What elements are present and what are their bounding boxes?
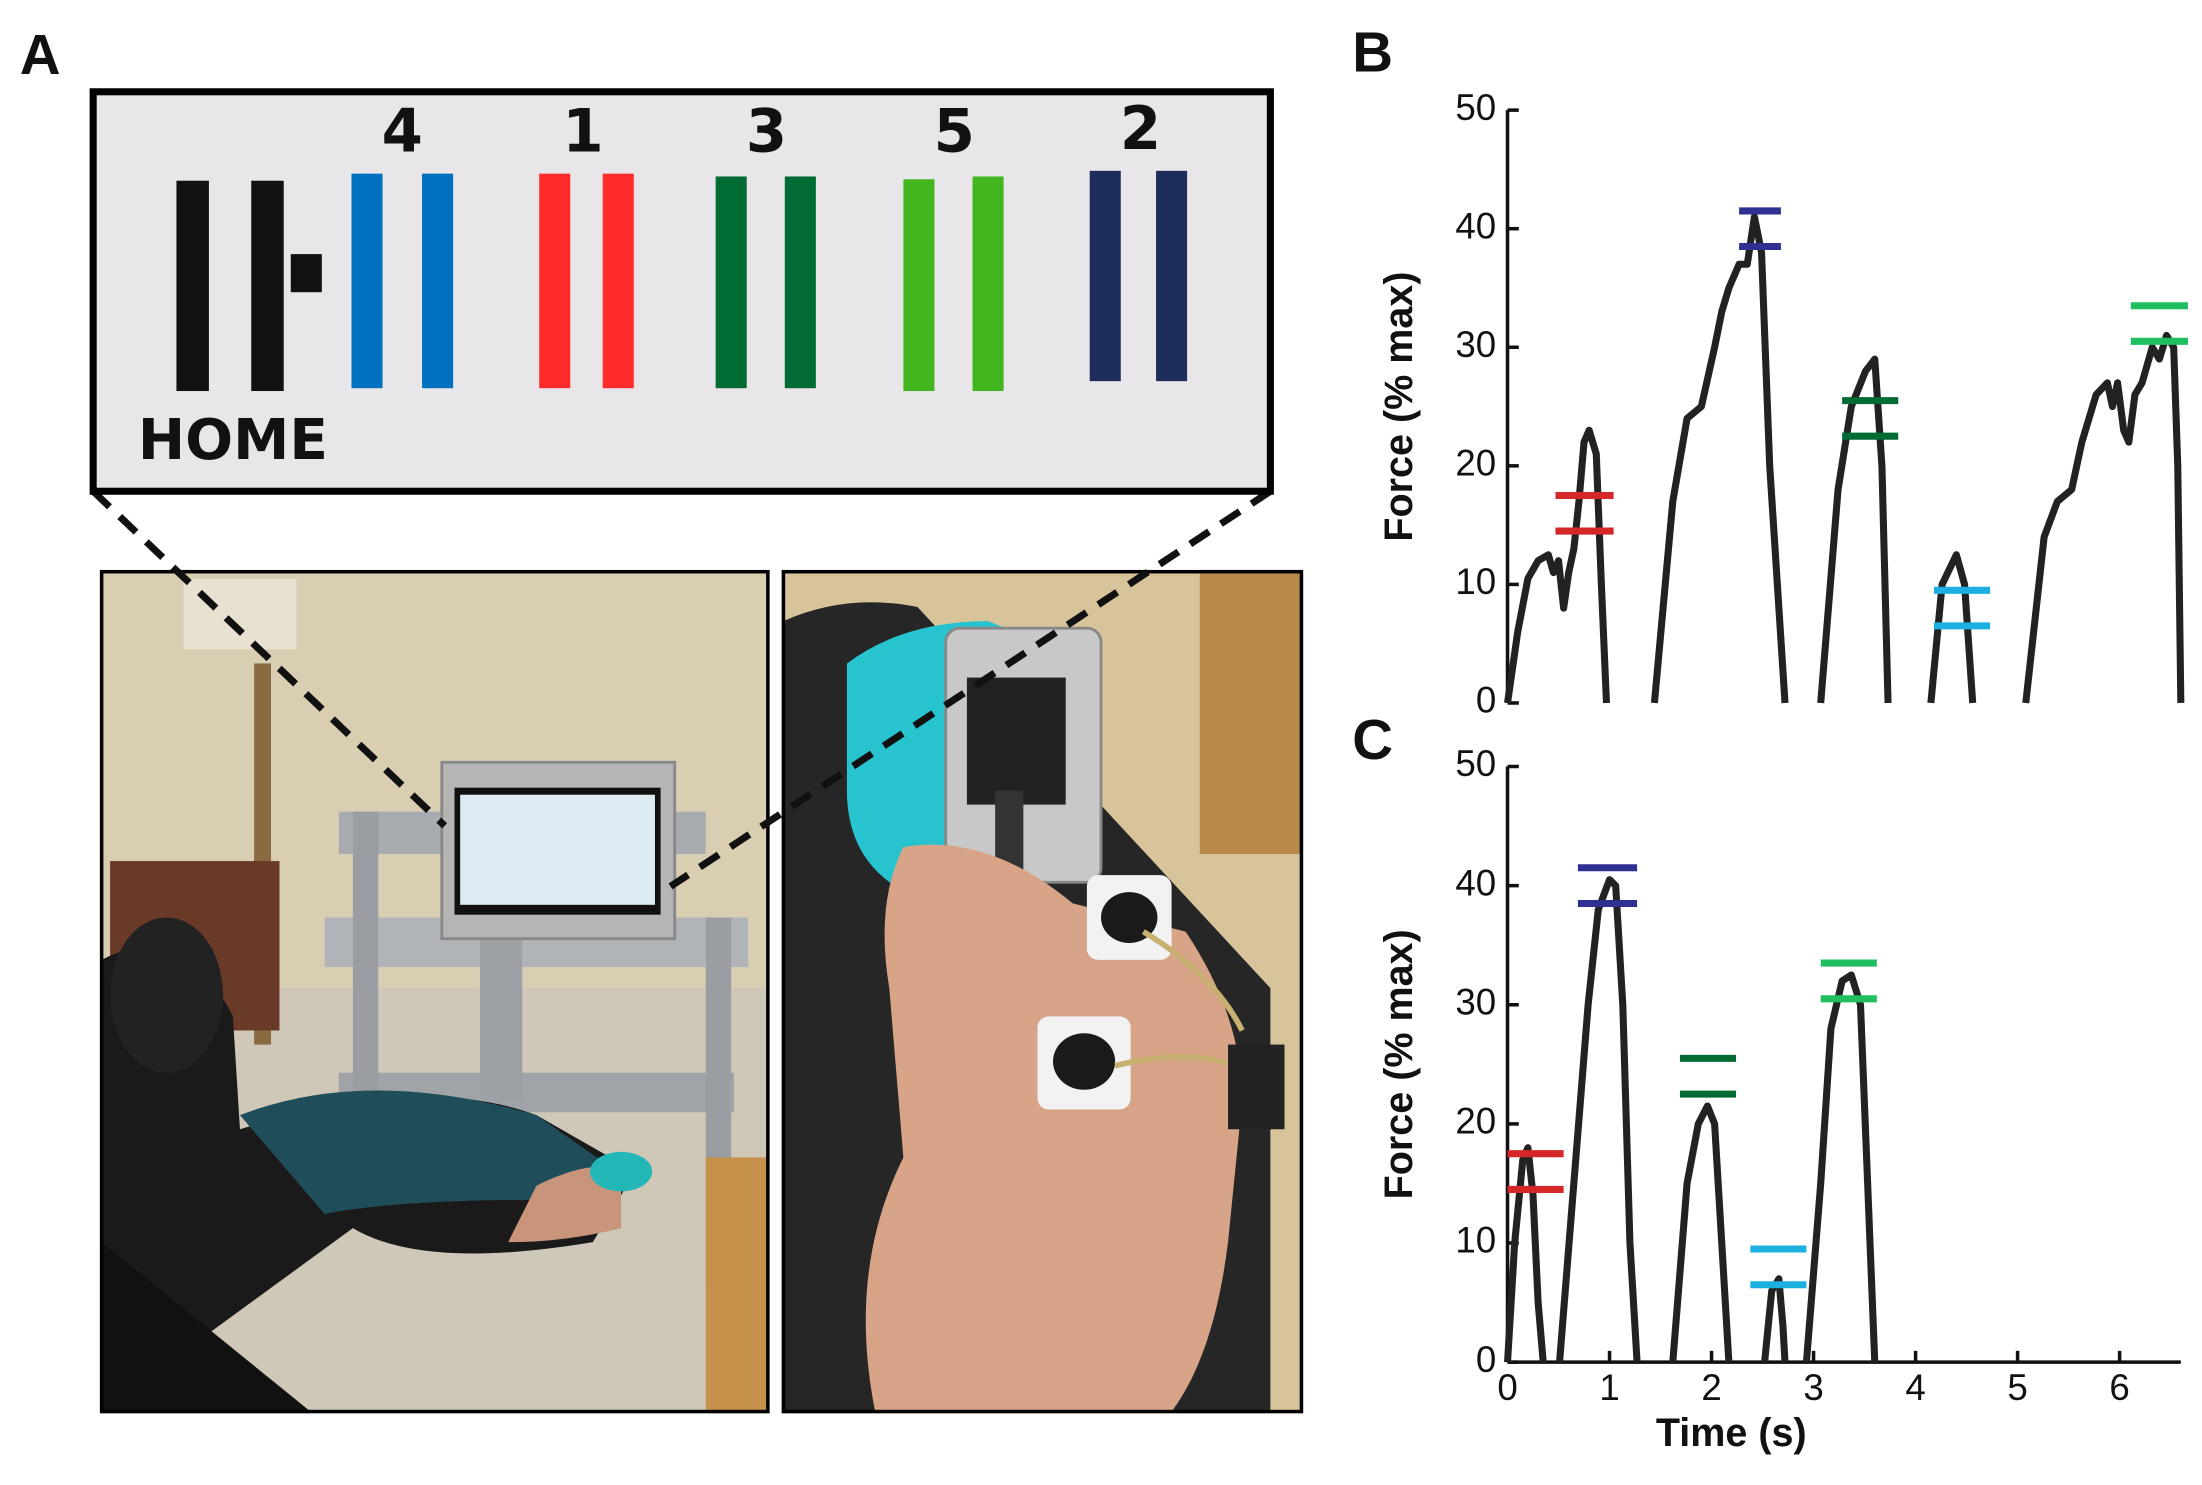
y-tick-label: 30 — [1455, 324, 1496, 365]
y-tick-label: 50 — [1455, 743, 1496, 784]
setup-photo — [99, 569, 770, 1414]
target-number: 3 — [746, 97, 787, 166]
panel-label: B — [1352, 20, 1393, 83]
force-trace — [1504, 213, 2185, 704]
target-number: 4 — [382, 97, 423, 166]
y-tick-label: 30 — [1455, 981, 1496, 1022]
y-tick-label: 40 — [1455, 205, 1496, 246]
y-tick-label: 40 — [1455, 862, 1496, 903]
hand-photo — [781, 569, 1304, 1414]
y-axis-label: Force (% max) — [1377, 271, 1421, 541]
y-tick-label: 0 — [1476, 680, 1496, 721]
y-tick-label: 20 — [1455, 443, 1496, 484]
home-label: HOME — [138, 408, 328, 473]
task-diagram: 4 1 3 5 2 HOME — [89, 88, 1274, 495]
panel-label: C — [1352, 708, 1393, 771]
x-tick-label: 6 — [2109, 1367, 2129, 1408]
y-tick-label: 20 — [1455, 1101, 1496, 1142]
x-tick-label: 2 — [1701, 1367, 1721, 1408]
force-trace — [1504, 876, 1879, 1363]
x-tick-label: 0 — [1497, 1367, 1517, 1408]
target-number: 5 — [934, 97, 975, 166]
y-tick-label: 10 — [1455, 1220, 1496, 1261]
zoom-line — [668, 488, 1273, 890]
y-tick-label: 0 — [1476, 1339, 1496, 1380]
x-axis-label: Time (s) — [1656, 1411, 1807, 1455]
zoom-line — [90, 488, 448, 829]
target-number: 1 — [562, 97, 603, 166]
x-tick-label: 1 — [1599, 1367, 1619, 1408]
panel-label: A — [20, 23, 61, 86]
x-tick-label: 5 — [2007, 1367, 2027, 1408]
x-tick-label: 4 — [1905, 1367, 1925, 1408]
target-number: 2 — [1120, 94, 1161, 163]
y-axis-label: Force (% max) — [1377, 929, 1421, 1199]
x-tick-label: 3 — [1803, 1367, 1823, 1408]
y-tick-label: 10 — [1455, 561, 1496, 602]
y-tick-label: 50 — [1455, 87, 1496, 128]
